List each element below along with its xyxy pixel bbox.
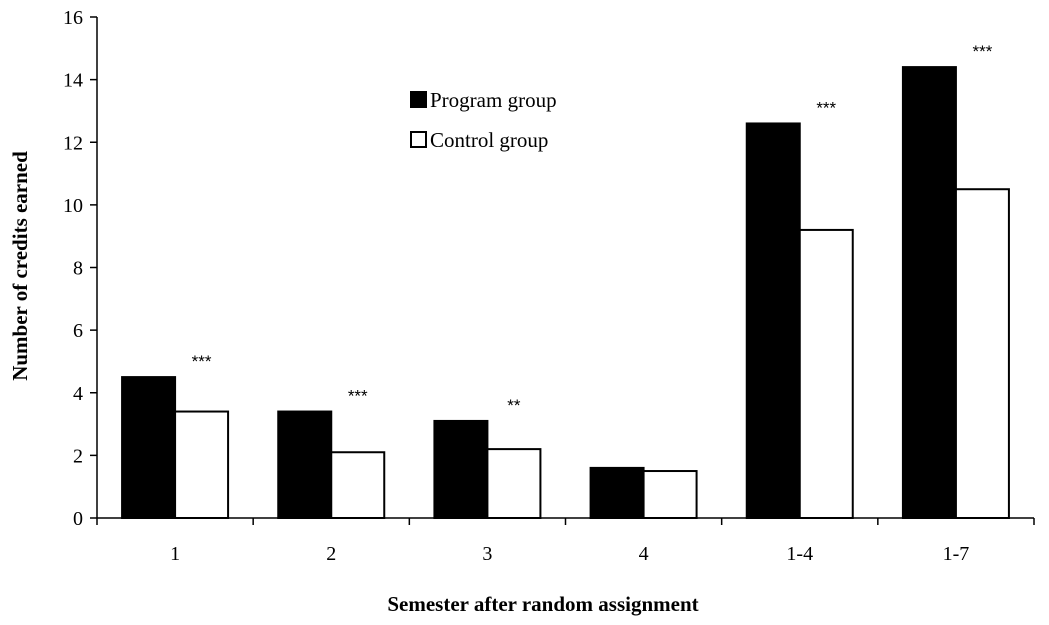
x-tick-label: 4 — [639, 543, 649, 565]
bar-program-1-7 — [901, 66, 957, 519]
y-tick-label: 12 — [63, 132, 83, 154]
y-tick-label: 0 — [73, 508, 83, 530]
bar-program-4 — [589, 466, 645, 519]
x-ticks: 1 2 3 4 1-4 1-7 — [96, 518, 1035, 565]
x-tick-label: 1 — [170, 543, 180, 565]
significance-label: *** — [972, 42, 992, 61]
x-tick-label: 1-7 — [943, 543, 970, 565]
x-tick-label: 3 — [482, 543, 492, 565]
bar-control-4 — [642, 470, 698, 519]
bar-control-3 — [486, 448, 542, 519]
y-axis-title: Number of credits earned — [8, 151, 32, 381]
significance-label: ** — [507, 396, 521, 415]
significance-label: *** — [348, 387, 368, 406]
significance-label: *** — [816, 98, 836, 117]
y-tick-label: 16 — [63, 7, 83, 29]
bar-control-2 — [330, 451, 386, 519]
bars-layer — [121, 66, 1010, 520]
y-tick-label: 4 — [73, 383, 83, 405]
bar-program-1-4 — [745, 122, 801, 520]
y-tick-label: 8 — [73, 258, 83, 280]
significance-labels: ****** ******** — [192, 42, 993, 415]
y-tick-label: 2 — [73, 445, 83, 467]
bar-control-1-7 — [954, 188, 1010, 519]
legend-label-program: Program group — [430, 88, 557, 112]
bar-program-2 — [277, 410, 333, 520]
legend: Program group Control group — [410, 88, 557, 152]
x-tick-label: 1-4 — [786, 543, 813, 565]
y-tick-label: 10 — [63, 195, 83, 217]
bar-control-1 — [174, 410, 230, 520]
bar-program-3 — [433, 419, 489, 519]
bar-program-1 — [121, 376, 177, 519]
y-tick-label: 14 — [63, 70, 83, 92]
legend-swatch-program — [410, 91, 427, 108]
legend-swatch-control — [410, 131, 427, 148]
x-axis-title: Semester after random assignment — [387, 592, 698, 616]
y-ticks: 0 2 4 6 8 10 12 14 16 — [63, 7, 97, 530]
y-tick-label: 6 — [73, 320, 83, 342]
significance-label: *** — [192, 352, 212, 371]
bar-control-1-4 — [798, 228, 854, 520]
legend-label-control: Control group — [430, 128, 548, 152]
axes-layer — [96, 17, 1034, 519]
x-tick-label: 2 — [326, 543, 336, 565]
